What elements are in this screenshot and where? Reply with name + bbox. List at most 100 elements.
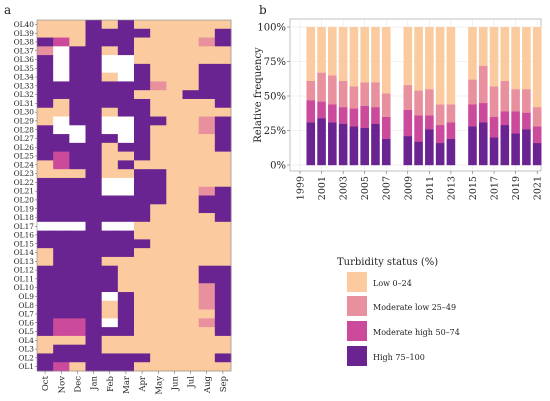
heatmap-cell [214,239,232,249]
heatmap-cell [150,353,167,363]
heatmap-cell [53,283,70,293]
heatmap-cell [101,28,119,38]
heatmap-cell [117,239,135,249]
heatmap-cell [166,265,183,275]
heatmap-cell [182,151,200,161]
heatmap-cell [37,265,54,275]
heatmap-cell [198,134,216,144]
heatmap-cell [182,125,200,135]
bar-segment [468,126,477,166]
x-tick-label: 2021 [533,176,544,200]
heatmap-cell [214,169,232,179]
x-tick-label: 2005 [360,176,371,200]
heatmap-cell [69,20,86,30]
x-tick-label: Sep [219,375,229,392]
heatmap-cell [198,186,216,196]
heatmap-cell [150,177,167,188]
heatmap-cell [69,204,86,214]
heatmap-cell [214,107,232,117]
heatmap-cell [214,186,232,196]
heatmap-cell [53,274,70,284]
heatmap-cell [37,256,54,267]
heatmap-cell [53,151,70,161]
heatmap-cell [37,195,54,205]
heatmap-cell [166,362,183,372]
bar-segment [532,142,542,166]
heatmap-cell [198,362,216,372]
heatmap-cell [117,221,135,232]
heatmap-cell [182,230,200,240]
heatmap-cell [134,90,151,100]
heatmap-cell [134,274,151,284]
heatmap-cell [53,335,70,346]
heatmap-cell [150,274,167,284]
heatmap-cell [134,55,151,65]
heatmap-cell [69,318,86,328]
x-tick-label: Jan [90,375,100,390]
x-tick-label: 1999 [296,176,307,200]
heatmap-cell [53,63,70,74]
heatmap-cell [150,221,167,232]
bar-segment [371,82,380,108]
heatmap-cell [150,134,167,144]
heatmap-cell [117,274,135,284]
heatmap-cell [69,186,86,196]
heatmap-cell [166,327,183,337]
heatmap-cell [117,344,135,354]
heatmap-cell [117,186,135,196]
heatmap-cell [198,55,216,65]
bar-segment [478,122,488,166]
heatmap-cell [198,20,216,30]
panel-b-stacked-bar-chart: b 0% 25% 50% 75% 100% Relative frequency 1999 20… [253,3,544,200]
bar-segment [500,80,510,112]
heatmap-cell [53,248,70,258]
y-tick-label: OL22 [14,178,34,187]
heatmap-cell [198,81,216,91]
heatmap-cell [134,248,151,258]
bar-segment [532,27,542,108]
heatmap-cell [214,72,232,82]
heatmap-cell [117,90,135,100]
heatmap-cell [198,327,216,337]
heatmap-cell [53,239,70,249]
panel-a-label: a [4,3,11,17]
bar-segment [414,115,423,142]
bar-segment [381,116,391,139]
y-tick-label: OL20 [14,195,35,204]
heatmap-cell [37,160,54,170]
heatmap-cell [53,327,70,337]
heatmap-cell [214,81,232,91]
heatmap-cell [101,90,119,100]
bar-segment [371,27,380,83]
heatmap-cell [214,256,232,267]
heatmap-cell [117,63,135,74]
bar-segment [360,27,369,83]
heatmap-cell [150,81,167,91]
heatmap-cell [150,169,167,179]
x-tick-label: 2001 [317,176,328,200]
heatmap-cell [85,213,103,223]
heatmap-cell [37,55,54,65]
heatmap-cell [198,151,216,161]
heatmap-cell [182,107,200,117]
heatmap-cell [101,177,119,188]
heatmap-cell [182,239,200,249]
heatmap-cell [182,55,200,65]
bar-segment [338,80,348,108]
heatmap-cell [85,265,103,275]
heatmap-cell [198,46,216,56]
heatmap-cell [69,274,86,284]
y-tick-label: 25% [264,126,286,137]
heatmap-cell [101,63,119,74]
heatmap-cell [69,72,86,82]
heatmap-cell [134,204,151,214]
heatmap-cell [101,318,119,328]
heatmap-cell [53,98,70,109]
heatmap-cell [85,72,103,82]
heatmap-cell [198,125,216,135]
heatmap-cell [37,134,54,144]
heatmap-cell [150,230,167,240]
heatmap-cell [117,362,135,372]
heatmap-cell [69,239,86,249]
heatmap-cell [134,335,151,346]
